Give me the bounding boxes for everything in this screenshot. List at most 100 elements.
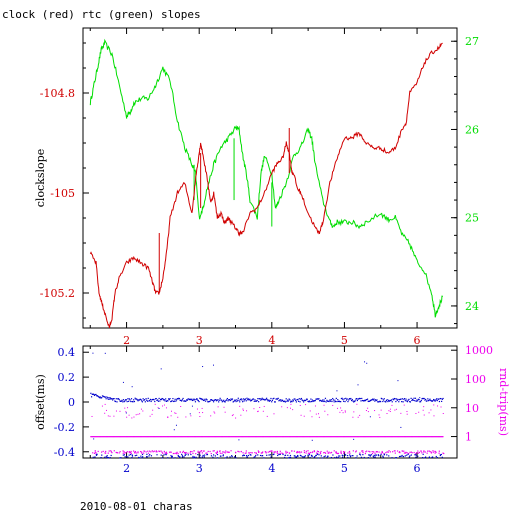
rnd-trip-point <box>343 452 345 454</box>
rnd-trip-point <box>291 450 293 452</box>
rnd-trip-point <box>144 450 146 452</box>
rnd-trip-point <box>302 436 304 438</box>
offset-point <box>397 380 399 382</box>
offset-point <box>436 399 438 402</box>
rnd-trip-point <box>124 407 126 409</box>
rnd-trip-point <box>438 452 440 454</box>
rnd-trip-point <box>141 436 143 438</box>
rnd-trip-point <box>254 436 257 438</box>
offset-point <box>101 395 104 397</box>
rnd-trip-point <box>248 452 250 454</box>
rnd-trip-point <box>162 405 164 407</box>
rnd-trip-point <box>177 416 179 418</box>
rnd-trip-point <box>158 450 161 453</box>
rnd-trip-point <box>274 436 276 438</box>
rnd-trip-point <box>345 436 347 438</box>
rnd-trip-point <box>261 436 264 438</box>
rnd-trip-point <box>402 436 404 438</box>
rnd-trip-point <box>180 436 183 438</box>
rnd-trip-point <box>257 450 259 452</box>
offset-point <box>215 400 218 402</box>
rnd-trip-point <box>132 436 135 438</box>
rnd-trip-point <box>295 436 297 438</box>
rnd-trip-point <box>202 450 205 452</box>
offset-point <box>330 399 332 401</box>
offset-point <box>394 398 396 400</box>
offset-point <box>109 398 111 400</box>
offset-point <box>154 400 156 403</box>
offset-point <box>289 399 291 401</box>
offset-point <box>242 455 244 457</box>
rnd-trip-point <box>100 436 102 438</box>
rnd-trip-point <box>163 450 165 453</box>
offset-point <box>142 456 144 458</box>
offset-point <box>347 456 349 459</box>
rnd-trip-point <box>394 436 396 438</box>
offset-point <box>104 396 106 398</box>
offset-point <box>226 397 228 400</box>
rnd-trip-point <box>334 436 336 438</box>
offset-point <box>274 401 276 403</box>
offset-point <box>149 399 151 402</box>
offset-point <box>223 401 226 403</box>
offset-point <box>250 400 252 402</box>
rnd-trip-point <box>137 436 139 438</box>
rnd-trip-point <box>382 436 384 438</box>
offset-point <box>435 399 437 401</box>
offset-point <box>276 398 279 400</box>
rnd-trip-point <box>406 436 408 438</box>
rnd-trip-point <box>254 436 256 438</box>
offset-point <box>248 399 250 401</box>
rnd-trip-point <box>389 451 392 453</box>
rnd-trip-point <box>415 412 417 414</box>
rnd-trip-point <box>289 407 291 409</box>
rnd-trip-point <box>339 436 341 438</box>
rnd-trip-point <box>388 436 390 438</box>
offset-point <box>150 455 153 457</box>
rnd-trip-point <box>190 436 192 438</box>
rnd-trip-point <box>257 411 259 413</box>
x-tick-label: 4 <box>268 334 275 347</box>
rnd-trip-point <box>395 436 397 438</box>
rnd-trip-point <box>367 411 369 413</box>
offset-point <box>282 453 284 456</box>
offset-point <box>216 399 218 401</box>
rnd-trip-point <box>190 415 192 417</box>
offset-point <box>193 398 195 400</box>
rnd-trip-point <box>323 452 325 454</box>
rnd-trip-point <box>165 451 168 453</box>
rnd-trip-point <box>137 451 139 453</box>
offset-point <box>202 454 204 457</box>
offset-point <box>104 456 106 458</box>
offset-point <box>401 398 404 400</box>
offset-point <box>289 456 292 459</box>
rnd-trip-point <box>153 436 155 438</box>
offset-point <box>398 399 401 401</box>
offset-point <box>142 398 144 400</box>
rnd-trip-point <box>364 452 367 455</box>
rnd-trip-point <box>273 436 275 438</box>
rnd-trip-point <box>349 436 352 438</box>
rnd-trip-point <box>320 436 322 438</box>
offset-point <box>287 399 289 401</box>
offset-point <box>420 399 422 402</box>
offset-point <box>210 399 213 401</box>
offset-point <box>301 399 303 401</box>
offset-point <box>410 454 412 456</box>
rnd-trip-point <box>406 411 408 413</box>
rnd-trip-point <box>125 436 128 438</box>
rnd-trip-point <box>151 436 153 438</box>
offset-point <box>115 398 117 400</box>
offset-point <box>268 454 270 456</box>
rnd-trip-point <box>267 451 269 453</box>
rnd-trip-point <box>99 436 102 438</box>
offset-point <box>266 454 268 456</box>
offset-point <box>318 454 320 456</box>
offset-point <box>349 398 351 400</box>
offset-point <box>297 398 299 401</box>
offset-point <box>171 456 173 458</box>
offset-point <box>247 398 250 400</box>
offset-point <box>357 384 359 386</box>
offset-point <box>290 400 292 402</box>
rnd-trip-point <box>165 452 167 454</box>
